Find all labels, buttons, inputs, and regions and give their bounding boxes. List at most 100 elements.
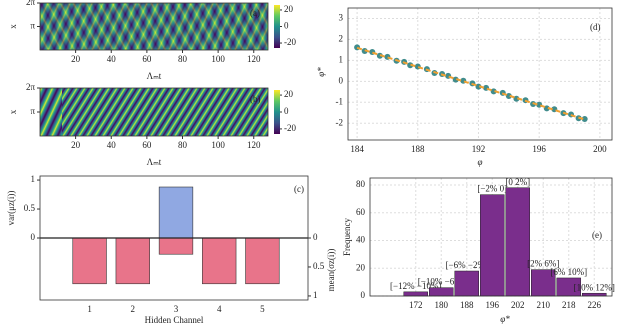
y-tick-label: π	[30, 21, 35, 31]
panel-label: (e)	[592, 230, 602, 240]
y-axis-label: var(μz(i))	[6, 191, 16, 226]
x-tick-label: 120	[247, 140, 261, 150]
bar-annotation: [0 2%]	[505, 177, 530, 187]
x-tick-label: 80	[178, 140, 188, 150]
bar	[480, 194, 505, 297]
point	[475, 83, 482, 90]
y-tick-label: 0	[313, 232, 318, 242]
bar-annotation: [−10% −6%]	[418, 277, 465, 287]
x-tick-label: 20	[71, 54, 81, 64]
colorbar-tick-label: -20	[284, 123, 296, 133]
point	[581, 116, 588, 123]
colorbar-tick-label: 20	[284, 89, 294, 99]
bar	[454, 270, 479, 297]
y-tick-label: 2π	[26, 0, 36, 7]
y-tick-label: 0	[31, 232, 36, 242]
bar	[429, 287, 454, 297]
point	[490, 88, 497, 95]
y-tick-label: -2	[336, 117, 344, 127]
bar-annotation: [−6% −2%]	[446, 260, 488, 270]
y-tick-label: 1	[313, 290, 318, 300]
x-tick-label: 100	[211, 54, 225, 64]
plot-frame	[369, 177, 613, 297]
bar	[505, 187, 530, 297]
bar	[245, 237, 280, 285]
bar-annotation: [−2% 0]	[477, 184, 507, 194]
point	[407, 62, 414, 69]
y-tick-label: 2π	[26, 82, 36, 92]
panel-label: (c)	[294, 184, 304, 194]
x-tick-label: 20	[71, 140, 81, 150]
colorbar-tick-label: 0	[284, 106, 289, 116]
x-axis-label: Λₘt	[147, 71, 162, 81]
y-tick-label: 60	[356, 207, 366, 217]
y-tick-label: 0.5	[24, 203, 36, 213]
x-tick-label: 196	[486, 300, 500, 310]
x-axis-label: φ	[478, 157, 483, 167]
x-tick-label: 3	[174, 304, 179, 314]
bar-annotation: [10% 12%]	[574, 282, 615, 292]
point	[452, 76, 459, 83]
heatmap-image	[40, 3, 268, 50]
heatmap-image	[40, 88, 62, 136]
y-axis-label: x	[8, 109, 18, 114]
bar	[158, 237, 194, 255]
x-tick-label: 226	[588, 300, 602, 310]
y-tick-label: -1	[336, 96, 344, 106]
bar-annotation: [2% 6%]	[527, 259, 559, 269]
panel-label: (d)	[590, 22, 601, 32]
x-tick-label: 80	[178, 54, 188, 64]
bar	[72, 237, 107, 285]
y-tick-label: 20	[356, 262, 366, 272]
x-tick-label: 4	[217, 304, 222, 314]
y2-axis-label: mean(σz(i))	[326, 249, 336, 292]
plot-frame	[347, 7, 613, 141]
heatmap-image	[62, 88, 268, 136]
x-tick-label: 2	[131, 304, 136, 314]
x-axis-label: Λₘt	[147, 157, 162, 167]
x-tick-label: 196	[532, 144, 546, 154]
x-tick-label: 120	[247, 54, 261, 64]
y-axis-label: Frequency	[342, 218, 352, 256]
bar	[582, 292, 607, 297]
y-axis-label: φ*	[316, 67, 326, 77]
colorbar-tick-label: 20	[284, 4, 294, 14]
x-axis-label: φ*	[500, 314, 510, 324]
x-tick-label: 1	[87, 304, 92, 314]
x-tick-label: 60	[142, 140, 152, 150]
y-tick-label: 80	[356, 179, 366, 189]
bar	[115, 237, 150, 285]
point	[543, 105, 550, 112]
panel-label: (a)	[250, 8, 260, 18]
y-tick-label: 3	[339, 13, 344, 23]
bar-annotation: [−12% −10%]	[390, 281, 441, 291]
y-tick-label: 0	[339, 75, 344, 85]
x-tick-label: 172	[409, 300, 423, 310]
y-axis-label: x	[8, 24, 18, 29]
x-tick-label: 188	[460, 300, 474, 310]
x-tick-label: 202	[511, 300, 525, 310]
point	[505, 93, 512, 99]
x-tick-label: 218	[562, 300, 576, 310]
y-tick-label: 0	[361, 290, 366, 300]
y-tick-label: 0.5	[313, 261, 325, 271]
colorbar-tick-label: -20	[284, 37, 296, 47]
colorbar	[274, 90, 280, 134]
x-tick-label: 5	[260, 304, 265, 314]
x-tick-label: 100	[211, 140, 225, 150]
x-tick-label: 192	[472, 144, 486, 154]
x-tick-label: 210	[537, 300, 551, 310]
x-tick-label: 200	[593, 144, 607, 154]
panel-label: (b)	[250, 94, 261, 104]
y-tick-label: 2	[339, 33, 344, 43]
y-tick-label: 1	[31, 174, 36, 184]
colorbar	[274, 5, 280, 48]
x-tick-label: 184	[350, 144, 364, 154]
bar-annotation: [6% 10%]	[550, 267, 587, 277]
y-tick-label: π	[30, 106, 35, 116]
bar	[202, 237, 237, 285]
x-tick-label: 40	[107, 140, 117, 150]
x-axis-label: Hidden Channel	[145, 315, 204, 325]
y-tick-label: 1	[339, 54, 344, 64]
